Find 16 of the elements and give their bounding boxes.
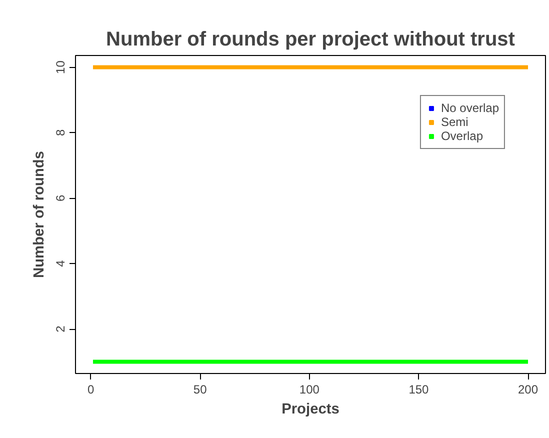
y-tick-label: 2	[54, 325, 68, 332]
y-tick-label: 8	[54, 129, 68, 136]
x-tick-label: 0	[87, 382, 94, 396]
x-tick-label: 200	[518, 382, 538, 396]
y-tick-label: 4	[54, 260, 68, 267]
legend-label: Semi	[440, 115, 468, 129]
chart-title: Number of rounds per project without trust	[106, 28, 516, 50]
x-tick-label: 150	[408, 382, 430, 396]
legend-label: No overlap	[440, 101, 499, 115]
x-axis-title: Projects	[282, 402, 340, 418]
legend-label: Overlap	[440, 129, 483, 143]
x-tick-label: 100	[299, 382, 320, 396]
y-tick-label: 10	[54, 60, 68, 74]
x-tick-label: 50	[193, 382, 208, 396]
y-tick-label: 6	[54, 194, 68, 202]
y-axis-title: Number of rounds	[32, 150, 48, 278]
